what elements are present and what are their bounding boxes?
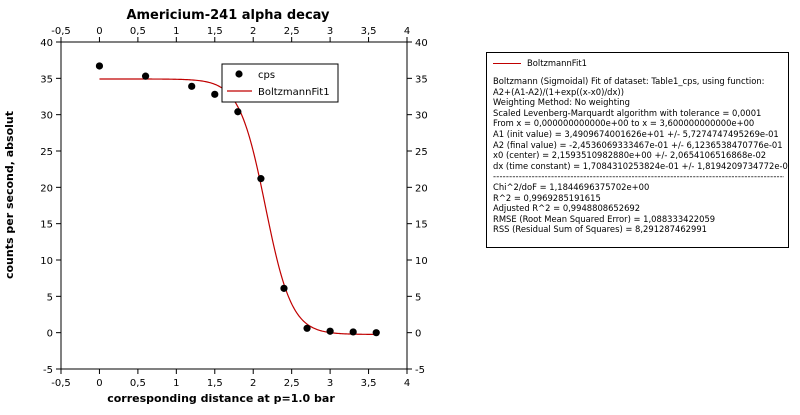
chart-legend: cps BoltzmannFit1 — [221, 63, 339, 103]
chart-area: Americium-241 alpha decay -0,5 -0,5 0 0 0,5 0… — [3, 8, 428, 405]
x-tick-label: 0 — [96, 378, 102, 389]
x-tick-label-top: 1 — [173, 26, 179, 37]
legend-label-fit: BoltzmannFit1 — [258, 87, 330, 98]
data-point — [188, 82, 196, 90]
data-point — [280, 284, 288, 292]
data-point — [141, 72, 150, 80]
report-line: dx (time constant) = 1,7084310253824e-01… — [493, 160, 789, 171]
x-tick-label: 3 — [327, 378, 333, 389]
data-point — [303, 324, 311, 332]
x-tick-label-top: 3 — [327, 26, 333, 37]
report-line: Boltzmann (Sigmoidal) Fit of dataset: Ta… — [493, 76, 765, 86]
report-stat-line: R^2 = 0,9969285191615 — [493, 192, 601, 203]
report-line: Scaled Levenberg-Marquardt algorithm wit… — [493, 107, 762, 118]
axes: -0,5 -0,5 0 0 0,5 0,5 1 1 1,5 1,5 2 2 2,5 2,5 3 3 3,5 3,5… — [40, 26, 427, 389]
y-tick-label-right: 15 — [415, 220, 428, 231]
x-tick-label: 3,5 — [361, 378, 377, 389]
fit-report-panel: BoltzmannFit1 Boltzmann (Sigmoidal) Fit … — [486, 52, 789, 248]
y-tick-label-right: 40 — [415, 38, 428, 49]
y-tick-label: 35 — [40, 74, 53, 85]
x-axis-title: corresponding distance at p=1.0 bar — [107, 392, 335, 405]
fit-line-swatch — [493, 62, 521, 64]
report-line: A2 (final value) = -2,4536069333467e-01 … — [493, 139, 783, 150]
data-points-layer — [95, 62, 380, 337]
data-point — [211, 90, 219, 98]
report-separator: ----------------------------------------… — [493, 171, 784, 182]
y-tick-label: 40 — [40, 38, 53, 49]
x-tick-label: 2 — [250, 378, 256, 389]
report-line: Weighting Method: No weighting — [493, 97, 630, 108]
x-tick-label-top: -0,5 — [51, 26, 71, 37]
y-tick-label: 25 — [40, 147, 53, 158]
report-stat-line: Chi^2/doF = 1,1844696375702e+00 — [493, 181, 650, 192]
x-tick-label-top: 2,5 — [284, 26, 300, 37]
report-stat-line: Adjusted R^2 = 0,9948808652692 — [493, 203, 641, 214]
report-line: A1 (init value) = 3,4909674001626e+01 +/… — [493, 128, 779, 139]
report-line: From x = 0,000000000000e+00 to x = 3,600… — [493, 118, 755, 129]
x-tick-label: -0,5 — [51, 378, 71, 389]
data-point — [257, 175, 265, 183]
plot-frame — [60, 41, 408, 370]
report-line: A2+(A1-A2)/(1+exp((x-x0)/dx)) — [493, 86, 624, 97]
report-legend-entry: BoltzmannFit1 — [493, 57, 784, 69]
data-point — [349, 328, 357, 336]
y-tick-label: 5 — [47, 292, 53, 303]
report-line: x0 (center) = 2,1593510982880e+00 +/- 2,… — [493, 150, 767, 161]
x-tick-label-top: 0,5 — [130, 26, 146, 37]
x-tick-label: 1 — [173, 378, 179, 389]
fit-curve-layer — [99, 78, 377, 335]
x-tick-label: 0,5 — [130, 378, 146, 389]
fit-curve — [99, 78, 377, 335]
y-tick-label-right: 20 — [415, 183, 428, 194]
legend-marker-cps — [235, 70, 243, 78]
legend-label-cps: cps — [258, 70, 275, 81]
x-tick-label: 2,5 — [284, 378, 300, 389]
y-tick-label: 30 — [40, 111, 53, 122]
x-tick-label-top: 0 — [96, 26, 102, 37]
chart-title: Americium-241 alpha decay — [126, 8, 330, 23]
x-tick-label-top: 3,5 — [361, 26, 377, 37]
y-tick-label-right: 5 — [415, 292, 421, 303]
data-point — [372, 329, 380, 337]
y-tick-label-right: 35 — [415, 74, 428, 85]
x-tick-label-top: 1,5 — [207, 26, 223, 37]
data-point — [326, 327, 334, 335]
y-tick-label: 0 — [47, 329, 53, 340]
y-tick-label: 20 — [40, 183, 53, 194]
y-tick-label-right: 25 — [415, 147, 428, 158]
y-tick-label: -5 — [43, 365, 53, 376]
report-legend-label: BoltzmannFit1 — [527, 57, 587, 68]
x-tick-label: 4 — [404, 378, 410, 389]
x-tick-label: 1,5 — [207, 378, 223, 389]
report-stat-line: RMSE (Root Mean Squared Error) = 1,08833… — [493, 213, 716, 224]
y-tick-label-right: 10 — [415, 256, 428, 267]
x-tick-label-top: 2 — [250, 26, 256, 37]
data-point — [234, 108, 242, 116]
report-stat-line: RSS (Residual Sum of Squares) = 8,291287… — [493, 224, 707, 235]
y-tick-label-right: -5 — [415, 365, 425, 376]
x-tick-label-top: 4 — [404, 26, 410, 37]
data-point — [95, 62, 104, 70]
y-tick-label: 15 — [40, 220, 53, 231]
y-tick-label-right: 0 — [415, 329, 421, 340]
y-tick-label-right: 30 — [415, 111, 428, 122]
y-tick-label: 10 — [40, 256, 53, 267]
y-axis-title: counts per second, absolut — [3, 111, 16, 279]
legend-box — [221, 63, 339, 103]
